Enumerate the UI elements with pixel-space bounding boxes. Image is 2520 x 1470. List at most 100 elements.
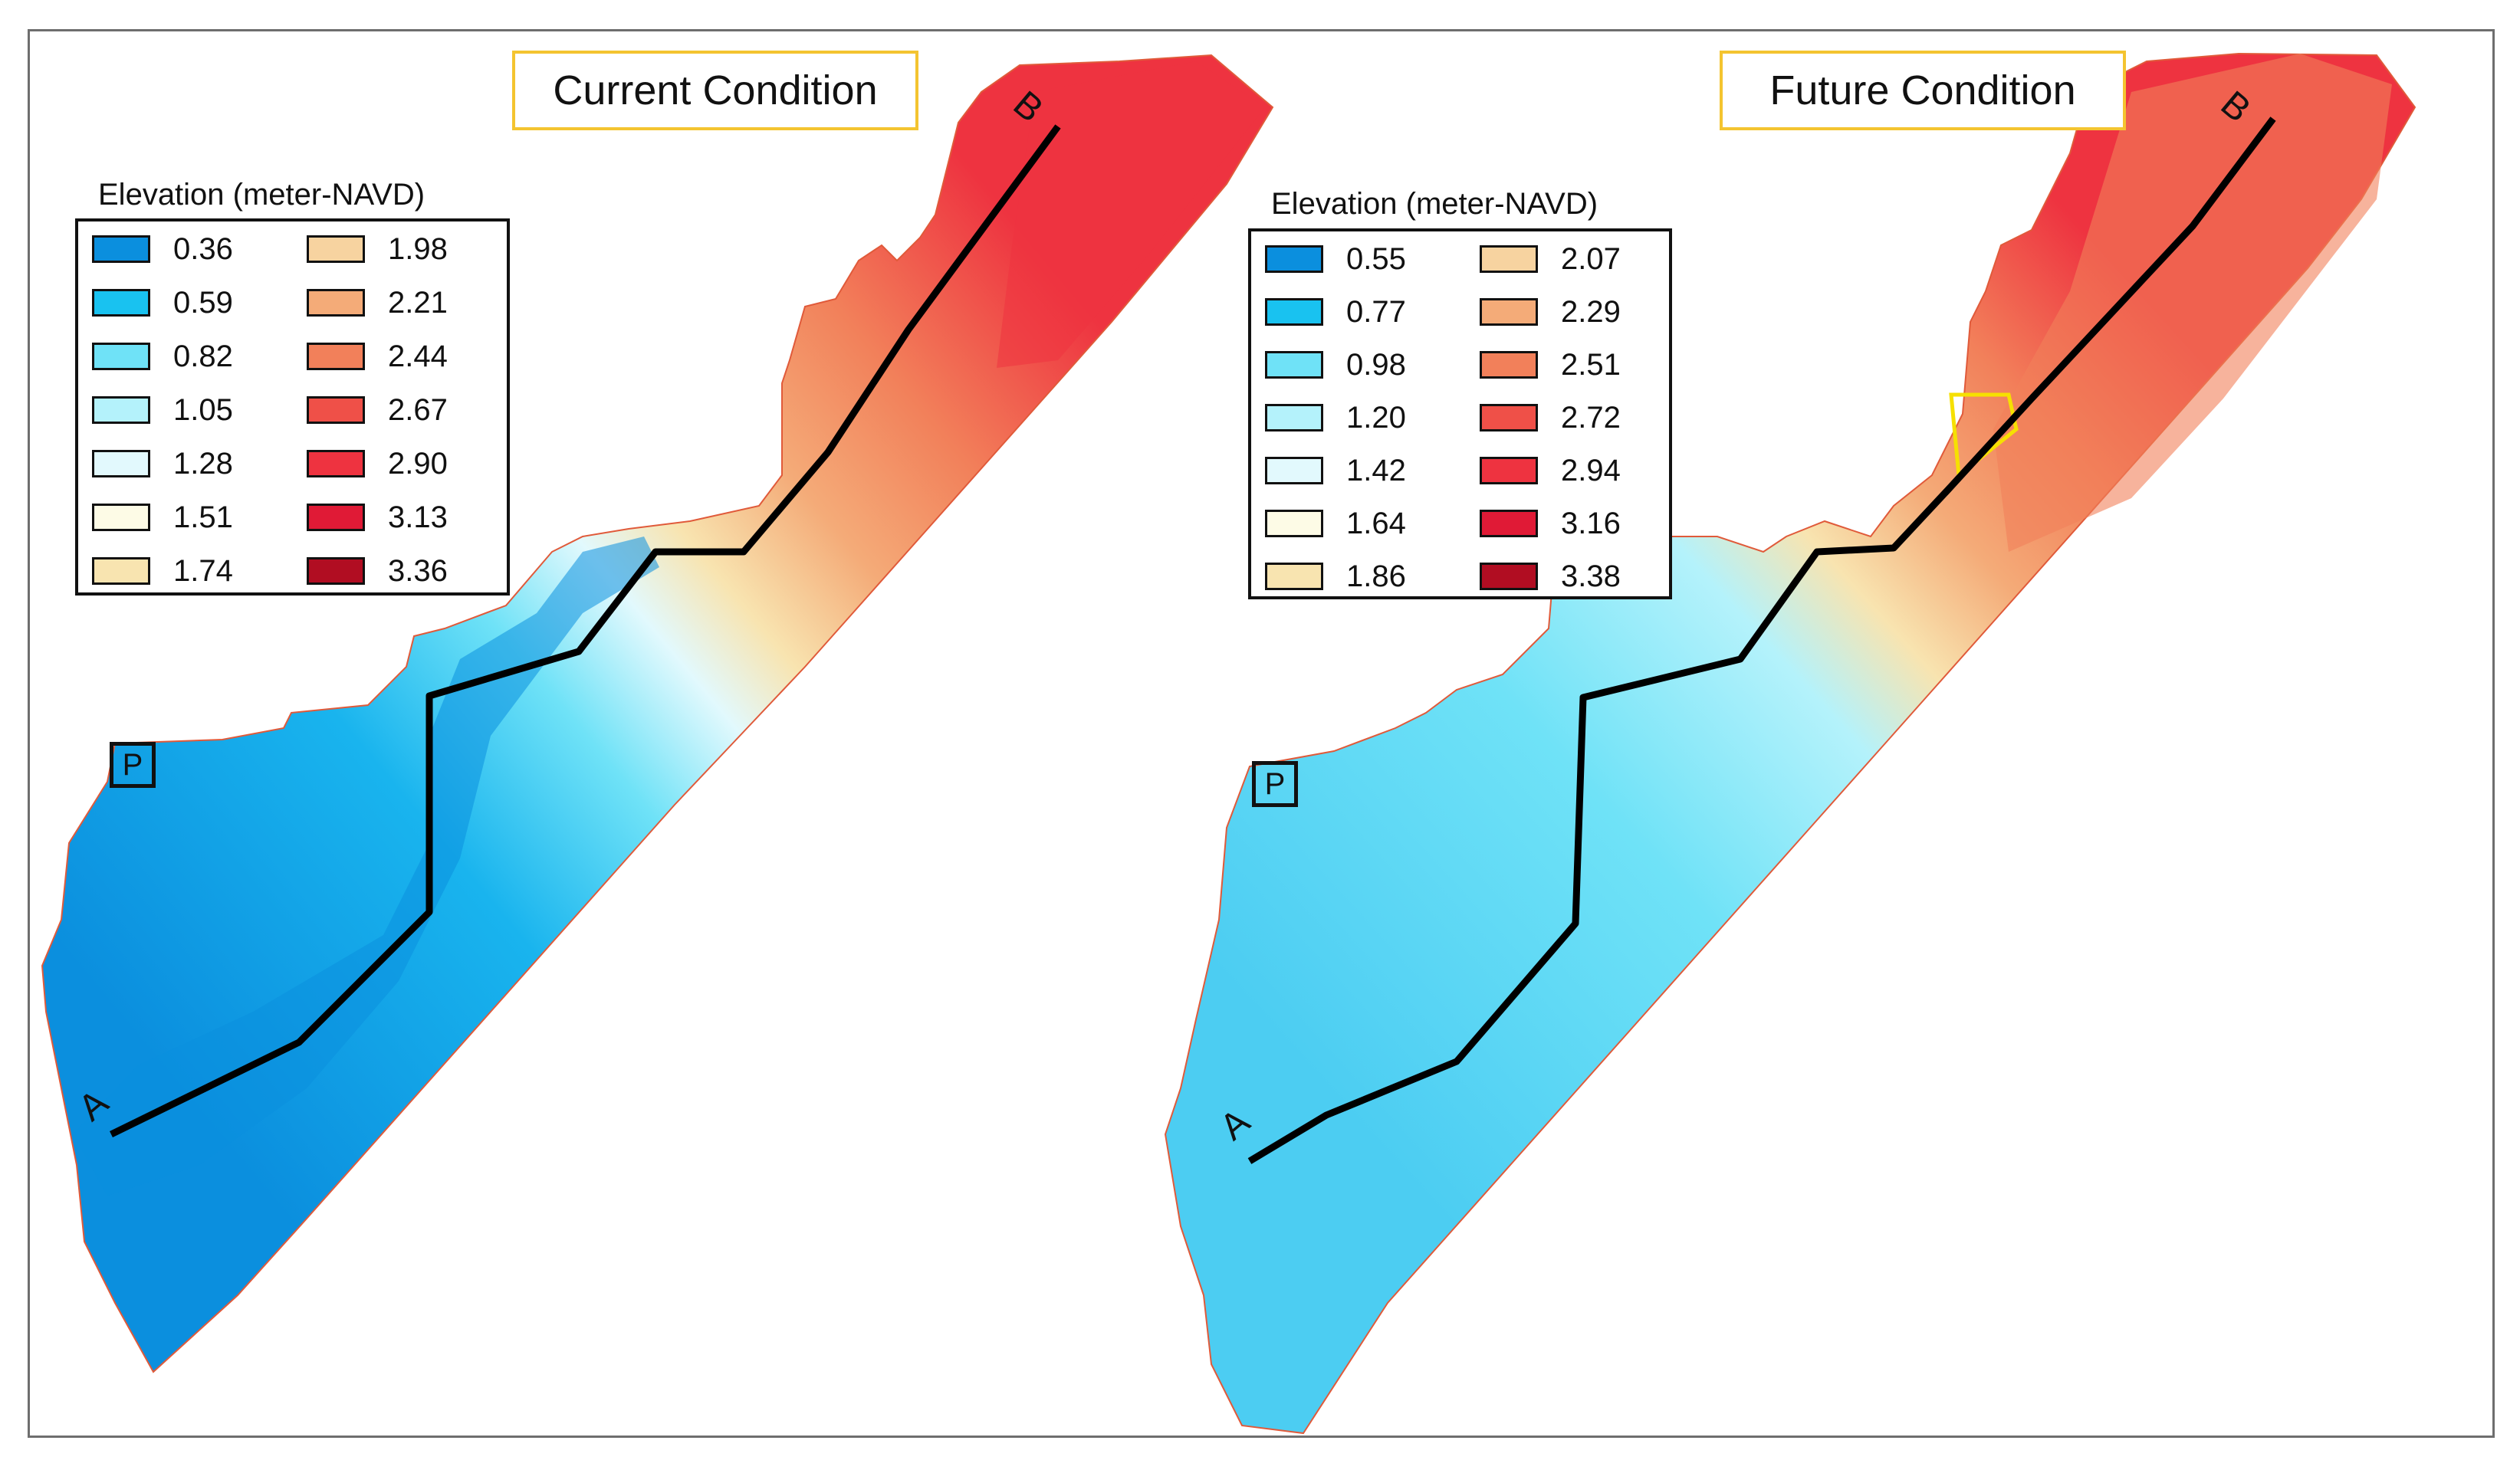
legend-title-future: Elevation (meter-NAVD)	[1271, 187, 1598, 221]
legend-entry: 1.74	[92, 553, 233, 589]
legend-entry: 1.64	[1265, 505, 1406, 542]
legend-entry: 2.72	[1480, 399, 1621, 436]
legend-value: 1.86	[1346, 559, 1406, 593]
legend-value: 2.67	[388, 392, 448, 427]
legend-value: 2.72	[1561, 400, 1621, 435]
legend-entry: 2.21	[307, 284, 448, 321]
legend-value: 2.44	[388, 339, 448, 373]
legend-value: 2.51	[1561, 347, 1621, 382]
legend-swatch	[1480, 245, 1538, 273]
legend-entry: 0.82	[92, 338, 233, 375]
legend-value: 1.42	[1346, 453, 1406, 487]
deep-water-zone-current	[73, 536, 659, 1196]
legend-value: 0.98	[1346, 347, 1406, 382]
legend-value: 3.36	[388, 553, 448, 588]
legend-value: 3.16	[1561, 506, 1621, 540]
legend-entry: 1.20	[1265, 399, 1406, 436]
legend-value: 1.64	[1346, 506, 1406, 540]
legend-value: 0.59	[173, 285, 233, 320]
point-marker-current: P	[110, 742, 156, 788]
legend-value: 0.55	[1346, 241, 1406, 276]
legend-swatch	[307, 289, 365, 317]
legend-swatch	[307, 343, 365, 370]
legend-swatch	[92, 235, 150, 263]
legend-swatch	[92, 343, 150, 370]
legend-entry: 3.38	[1480, 558, 1621, 595]
legend-value: 0.77	[1346, 294, 1406, 329]
panel-title-current: Current Condition	[512, 51, 918, 130]
legend-value: 1.51	[173, 500, 233, 534]
legend-swatch	[92, 289, 150, 317]
legend-entry: 1.86	[1265, 558, 1406, 595]
legend-swatch	[1265, 298, 1323, 326]
legend-entry: 2.44	[307, 338, 448, 375]
legend-swatch	[1480, 404, 1538, 431]
legend-entry: 2.07	[1480, 241, 1621, 277]
legend-entry: 1.51	[92, 499, 233, 536]
legend-entry: 2.51	[1480, 346, 1621, 383]
legend-value: 2.21	[388, 285, 448, 320]
legend-value: 2.29	[1561, 294, 1621, 329]
point-marker-future: P	[1252, 761, 1298, 807]
legend-value: 1.98	[388, 231, 448, 266]
legend-swatch	[1480, 298, 1538, 326]
legend-value: 2.90	[388, 446, 448, 481]
legend-value: 1.05	[173, 392, 233, 427]
legend-swatch	[1265, 351, 1323, 379]
high-ground-future	[1993, 54, 2392, 552]
legend-entry: 2.90	[307, 445, 448, 482]
legend-entry: 3.16	[1480, 505, 1621, 542]
legend-entry: 0.59	[92, 284, 233, 321]
transect-line-current	[110, 124, 1061, 1138]
legend-entry: 1.98	[307, 231, 448, 267]
transect-line-future	[1247, 116, 2276, 1164]
legend-entry: 3.13	[307, 499, 448, 536]
legend-entry: 2.67	[307, 392, 448, 428]
legend-swatch	[1480, 563, 1538, 590]
legend-swatch	[307, 235, 365, 263]
legend-future: 0.55 0.77 0.98 1.20 1.42 1.64 1.86 2.07 2.29 2.51…	[1248, 228, 1672, 599]
legend-entry: 2.94	[1480, 452, 1621, 489]
legend-swatch	[92, 557, 150, 585]
elevation-surface-current	[41, 54, 1274, 1373]
legend-value: 3.13	[388, 500, 448, 534]
legend-title-current: Elevation (meter-NAVD)	[98, 178, 425, 212]
legend-entry: 1.05	[92, 392, 233, 428]
legend-swatch	[1480, 351, 1538, 379]
legend-value: 2.07	[1561, 241, 1621, 276]
legend-value: 1.20	[1346, 400, 1406, 435]
legend-entry: 2.29	[1480, 294, 1621, 330]
legend-swatch	[1480, 457, 1538, 484]
legend-value: 2.94	[1561, 453, 1621, 487]
legend-swatch	[92, 396, 150, 424]
legend-entry: 0.98	[1265, 346, 1406, 383]
high-ground-current	[997, 61, 1265, 368]
legend-value: 1.28	[173, 446, 233, 481]
legend-entry: 1.42	[1265, 452, 1406, 489]
legend-swatch	[1480, 510, 1538, 537]
legend-swatch	[92, 450, 150, 477]
legend-swatch	[1265, 404, 1323, 431]
legend-swatch	[1265, 457, 1323, 484]
legend-swatch	[1265, 563, 1323, 590]
legend-swatch	[1265, 245, 1323, 273]
legend-value: 0.82	[173, 339, 233, 373]
legend-value: 3.38	[1561, 559, 1621, 593]
yellow-outline-future	[1949, 392, 2019, 479]
legend-swatch	[1265, 510, 1323, 537]
legend-swatch	[307, 450, 365, 477]
legend-current: 0.36 0.59 0.82 1.05 1.28 1.51 1.74 1.98 2.21 2.44…	[75, 218, 510, 596]
legend-entry: 1.28	[92, 445, 233, 482]
legend-entry: 0.77	[1265, 294, 1406, 330]
legend-swatch	[307, 504, 365, 531]
legend-value: 0.36	[173, 231, 233, 266]
legend-entry: 0.55	[1265, 241, 1406, 277]
legend-swatch	[92, 504, 150, 531]
legend-swatch	[307, 557, 365, 585]
legend-entry: 0.36	[92, 231, 233, 267]
legend-swatch	[307, 396, 365, 424]
legend-value: 1.74	[173, 553, 233, 588]
panel-title-future: Future Condition	[1720, 51, 2126, 130]
legend-entry: 3.36	[307, 553, 448, 589]
